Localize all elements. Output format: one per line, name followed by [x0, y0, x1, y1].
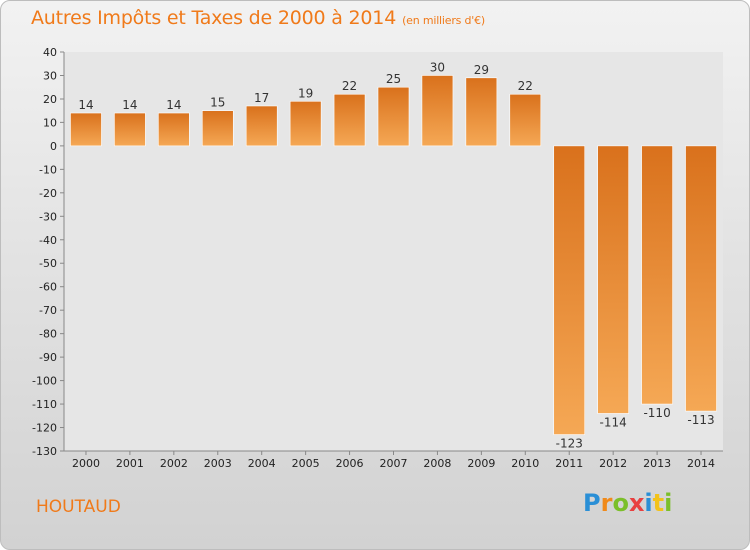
- data-label: 30: [430, 60, 445, 74]
- bar: [465, 77, 498, 147]
- data-label: 22: [342, 79, 357, 93]
- x-tick-label: 2012: [599, 457, 627, 470]
- bar: [509, 93, 542, 147]
- bar: [333, 93, 366, 147]
- data-labels: 14 14 14 15 17 19 22 25 30 29 22 -123 -114 -110 -113: [78, 60, 714, 450]
- data-label: 25: [386, 72, 401, 86]
- bar: [289, 100, 322, 147]
- y-tick-label: 40: [43, 46, 57, 59]
- bar: [70, 112, 102, 147]
- data-label: 22: [518, 79, 533, 93]
- y-tick-label: 10: [43, 116, 57, 129]
- y-tick-labels: 40 30 20 10 0 -10 -20 -30 -40 -50 -60 -70 -80 -90 -100…: [32, 46, 57, 458]
- logo-letter: i: [664, 489, 673, 517]
- logo-letter: o: [612, 489, 629, 517]
- brand-logo: Proxiti: [583, 489, 672, 517]
- data-label: -123: [556, 437, 583, 451]
- x-tick-label: 2001: [116, 457, 144, 470]
- x-tick-label: 2008: [423, 457, 451, 470]
- bar: [158, 112, 190, 147]
- x-tick-label: 2000: [72, 457, 100, 470]
- data-label: -114: [600, 415, 627, 429]
- chart-title: Autres Impôts et Taxes de 2000 à 2014 (en…: [31, 7, 485, 29]
- logo-letter: i: [644, 489, 653, 517]
- logo-letter: t: [652, 489, 665, 517]
- x-tick-label: 2011: [555, 457, 583, 470]
- y-tick-label: 30: [43, 69, 57, 82]
- logo-letter: P: [583, 489, 601, 517]
- y-tick-label: -90: [39, 351, 57, 364]
- bar: [245, 105, 278, 147]
- data-label: 19: [298, 86, 313, 100]
- data-label: 15: [210, 96, 225, 110]
- bar: [597, 145, 629, 414]
- bar: [377, 86, 410, 147]
- data-label: -110: [643, 406, 670, 420]
- bar: [641, 145, 673, 405]
- axes: [60, 51, 723, 455]
- x-tick-label: 2013: [643, 457, 671, 470]
- bar: [553, 145, 586, 435]
- data-label: 14: [78, 98, 93, 112]
- y-tick-label: -50: [39, 257, 57, 270]
- y-tick-label: -30: [39, 210, 57, 223]
- y-tick-label: -110: [32, 398, 57, 411]
- bar: [685, 145, 717, 412]
- bar: [421, 75, 454, 147]
- y-tick-label: -130: [32, 445, 57, 458]
- bar: [114, 112, 146, 147]
- unit-label: (en milliers d'€): [402, 14, 485, 27]
- y-tick-label: -70: [39, 304, 57, 317]
- bar: [201, 110, 234, 147]
- x-tick-label: 2009: [467, 457, 495, 470]
- data-label: 14: [166, 98, 181, 112]
- x-tick-label: 2014: [687, 457, 715, 470]
- x-tick-label: 2006: [336, 457, 364, 470]
- y-tick-label: -20: [39, 187, 57, 200]
- data-label: 14: [122, 98, 137, 112]
- y-tick-label: 0: [50, 140, 57, 153]
- y-tick-label: -120: [32, 422, 57, 435]
- x-tick-label: 2005: [292, 457, 320, 470]
- data-label: 17: [254, 91, 269, 105]
- y-tick-label: -10: [39, 163, 57, 176]
- bars: [70, 75, 717, 435]
- y-tick-label: -60: [39, 281, 57, 294]
- x-tick-label: 2002: [160, 457, 188, 470]
- title-text: Autres Impôts et Taxes de 2000 à 2014: [31, 7, 397, 29]
- logo-letter: r: [600, 489, 613, 517]
- y-tick-label: 20: [43, 93, 57, 106]
- x-tick-label: 2003: [204, 457, 232, 470]
- x-tick-label: 2004: [248, 457, 276, 470]
- x-tick-labels: 2000 2001 2002 2003 2004 2005 2006 2007 2008 2009…: [72, 457, 715, 470]
- commune-name: HOUTAUD: [36, 497, 121, 517]
- y-tick-label: -100: [32, 375, 57, 388]
- data-label: 29: [474, 63, 489, 77]
- y-tick-label: -40: [39, 234, 57, 247]
- y-tick-label: -80: [39, 328, 57, 341]
- x-tick-label: 2010: [511, 457, 539, 470]
- logo-letter: x: [628, 489, 645, 517]
- x-tick-label: 2007: [380, 457, 408, 470]
- data-label: -113: [687, 413, 714, 427]
